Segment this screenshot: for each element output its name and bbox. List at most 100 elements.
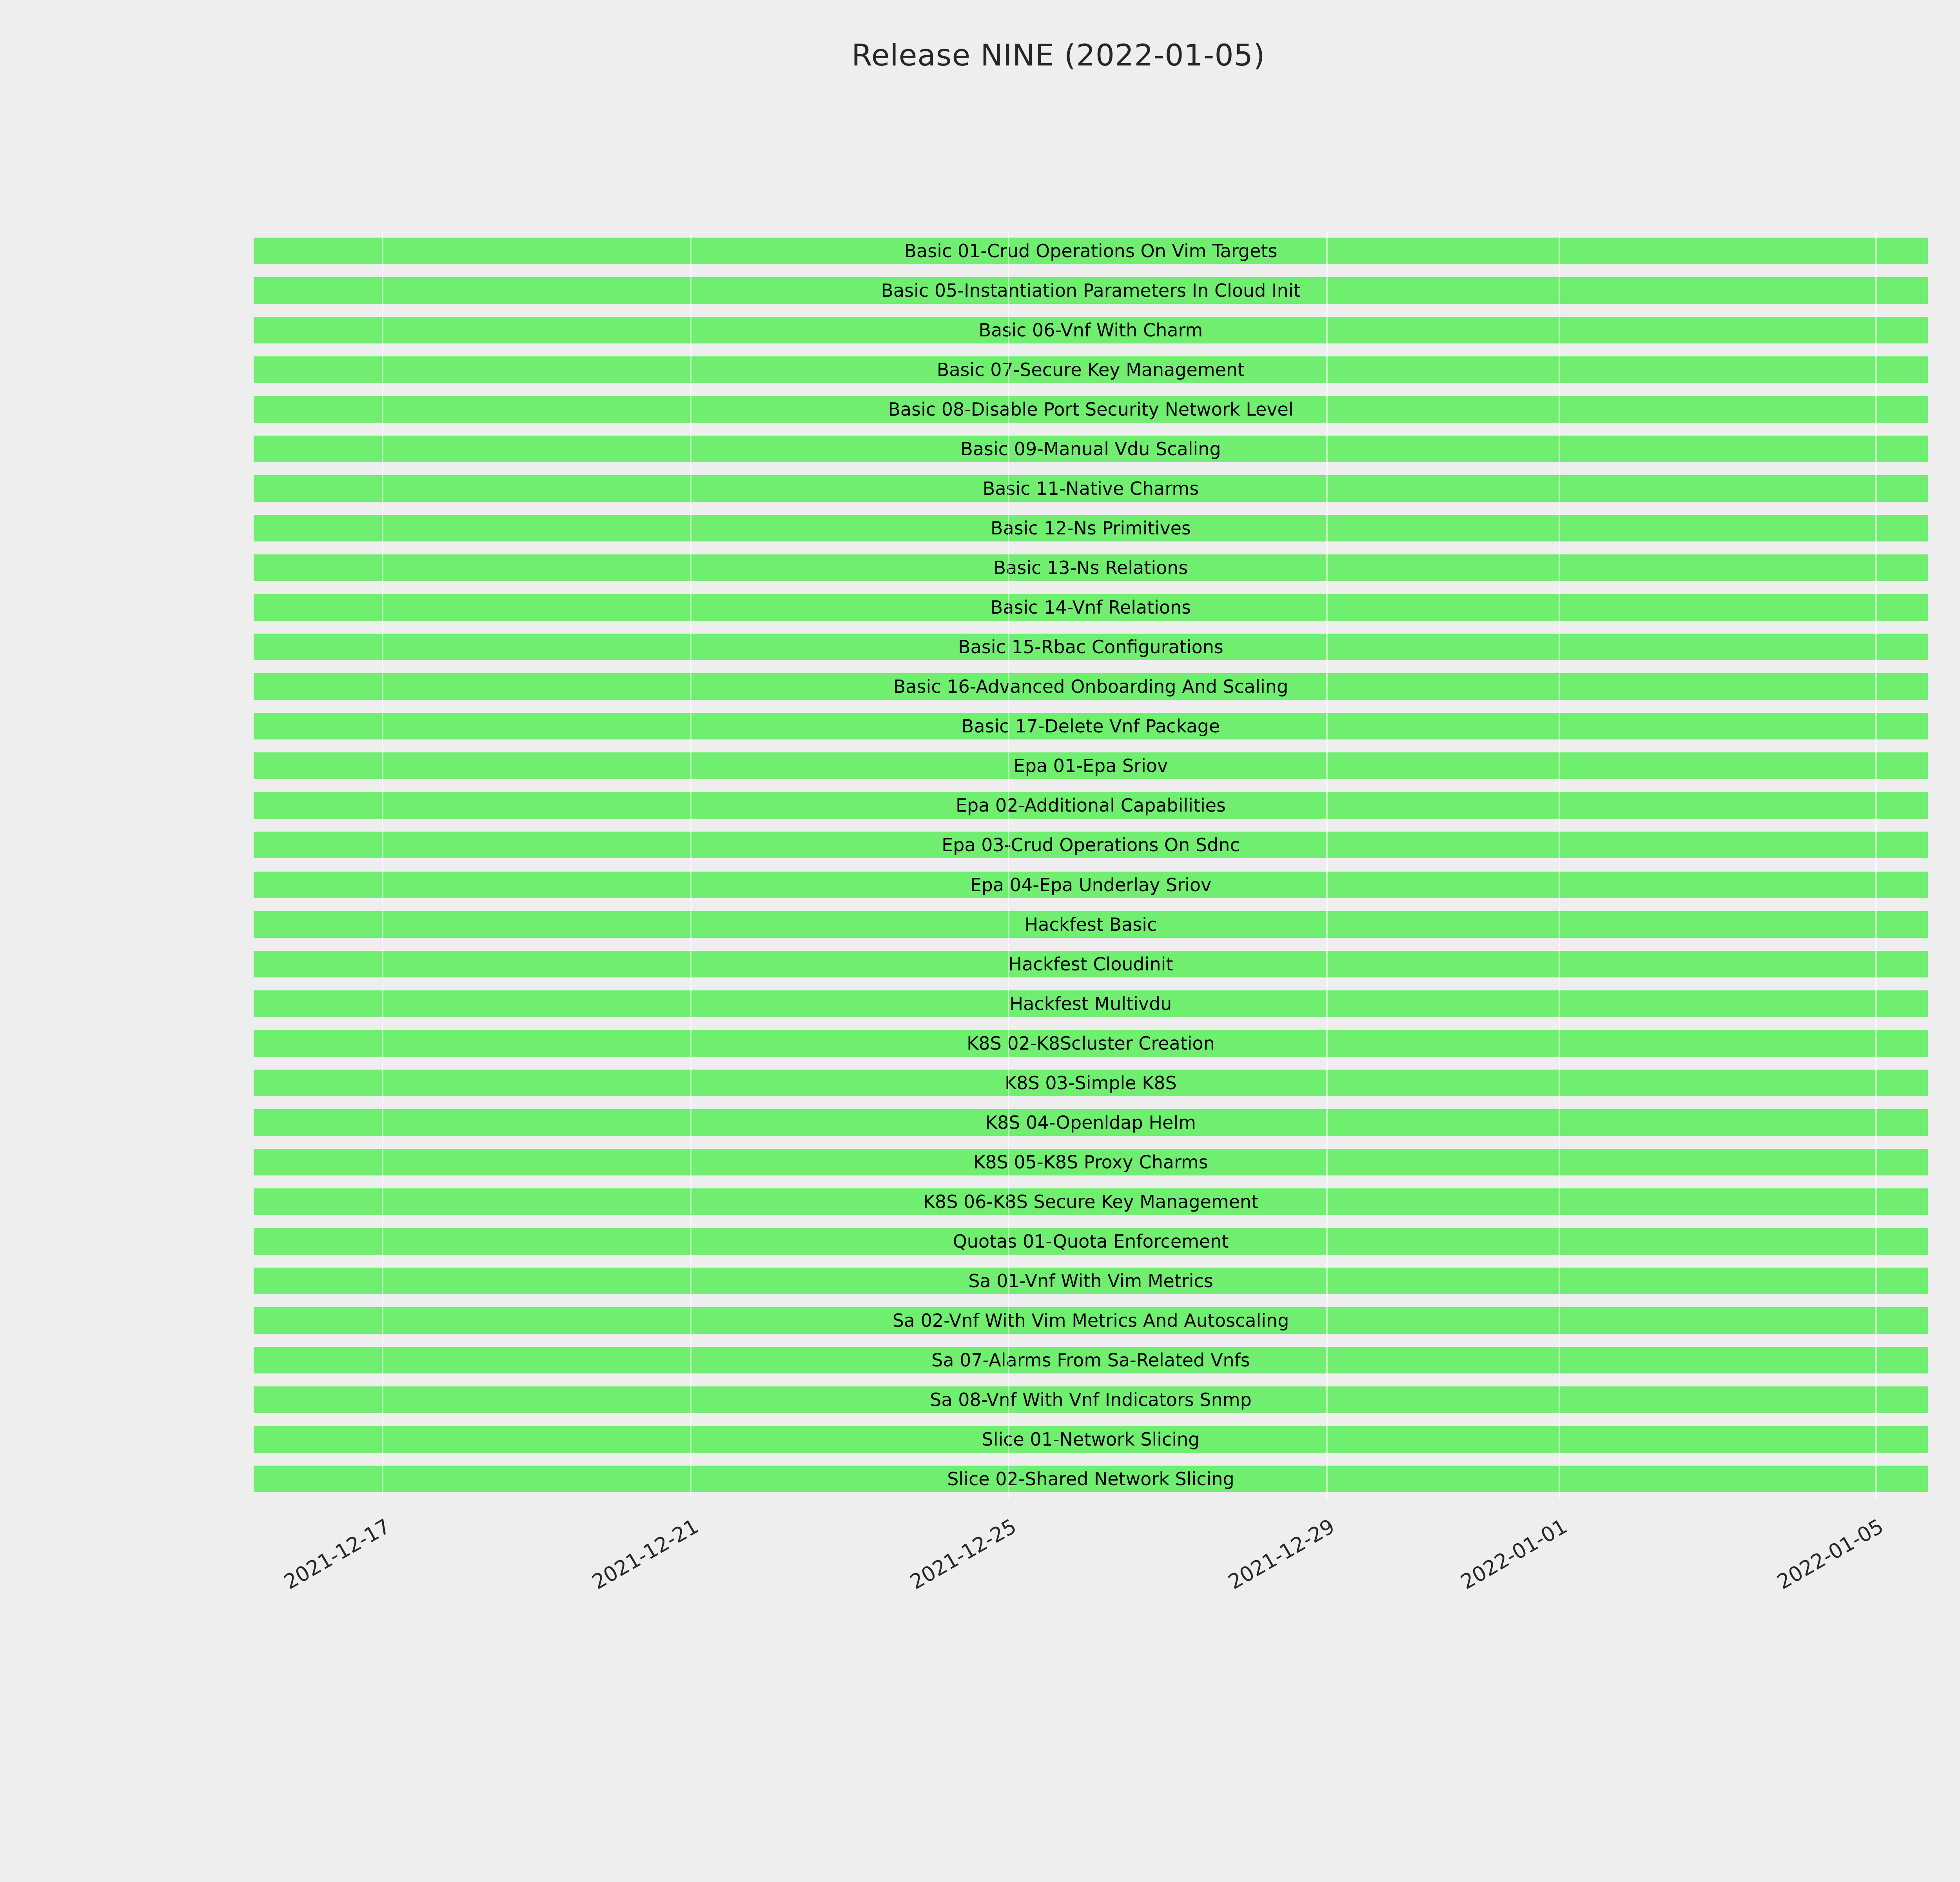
task-row: Basic 12-Ns Primitives (254, 508, 1928, 548)
task-bar: Slice 01-Network Slicing (254, 1426, 1928, 1453)
task-bar: K8S 06-K8S Secure Key Management (254, 1188, 1928, 1215)
task-bar: Hackfest Cloudinit (254, 950, 1928, 977)
task-bar-label: Basic 14-Vnf Relations (990, 597, 1191, 618)
task-bar: Basic 13-Ns Relations (254, 554, 1928, 581)
task-row: Basic 07-Secure Key Management (254, 350, 1928, 389)
task-row: K8S 03-Simple K8S (254, 1063, 1928, 1103)
task-row: Basic 17-Delete Vnf Package (254, 707, 1928, 746)
task-row: Basic 06-Vnf With Charm (254, 310, 1928, 350)
task-bar-label: Hackfest Basic (1024, 914, 1157, 935)
task-bar-label: K8S 05-K8S Proxy Charms (973, 1151, 1208, 1173)
task-bar-label: Sa 07-Alarms From Sa-Related Vnfs (931, 1350, 1250, 1371)
task-row: Hackfest Basic (254, 905, 1928, 944)
task-bar-label: Quotas 01-Quota Enforcement (953, 1231, 1229, 1252)
task-bar-label: K8S 06-K8S Secure Key Management (923, 1191, 1259, 1213)
task-row: Sa 02-Vnf With Vim Metrics And Autoscali… (254, 1301, 1928, 1341)
task-bar-label: Sa 08-Vnf With Vnf Indicators Snmp (930, 1389, 1252, 1411)
task-row: Sa 08-Vnf With Vnf Indicators Snmp (254, 1380, 1928, 1420)
task-row: Basic 05-Instantiation Parameters In Clo… (254, 271, 1928, 310)
task-bar: Quotas 01-Quota Enforcement (254, 1228, 1928, 1255)
task-bar: Basic 14-Vnf Relations (254, 594, 1928, 621)
task-bar-label: Basic 13-Ns Relations (993, 557, 1188, 579)
task-bar-label: K8S 03-Simple K8S (1005, 1072, 1177, 1094)
task-row: Epa 04-Epa Underlay Sriov (254, 865, 1928, 905)
task-row: Basic 15-Rbac Configurations (254, 627, 1928, 667)
task-bar: Sa 01-Vnf With Vim Metrics (254, 1268, 1928, 1295)
task-row: Basic 01-Crud Operations On Vim Targets (254, 231, 1928, 271)
task-bar: Sa 02-Vnf With Vim Metrics And Autoscali… (254, 1307, 1928, 1334)
chart-title: Release NINE (2022-01-05) (851, 38, 1265, 73)
task-bar-label: Epa 02-Additional Capabilities (955, 795, 1226, 816)
task-bar: Epa 01-Epa Sriov (254, 752, 1928, 779)
x-tick-label: 2021-12-21 (588, 1515, 702, 1595)
task-bar: Epa 04-Epa Underlay Sriov (254, 871, 1928, 898)
task-bar: Basic 01-Crud Operations On Vim Targets (254, 237, 1928, 264)
task-bar: Basic 07-Secure Key Management (254, 356, 1928, 383)
task-bar: K8S 03-Simple K8S (254, 1069, 1928, 1096)
task-bar-label: Basic 06-Vnf With Charm (978, 319, 1203, 341)
x-axis: 2021-12-17 2021-12-21 2021-12-25 2021-12-29… (254, 1515, 1928, 1671)
task-bar-label: Epa 03-Crud Operations On Sdnc (942, 834, 1240, 856)
task-row: Slice 01-Network Slicing (254, 1420, 1928, 1459)
task-bar: Basic 12-Ns Primitives (254, 514, 1928, 541)
task-bar: Basic 15-Rbac Configurations (254, 634, 1928, 661)
task-row: Sa 07-Alarms From Sa-Related Vnfs (254, 1341, 1928, 1380)
task-bar: Slice 02-Shared Network Slicing (254, 1466, 1928, 1493)
task-row: K8S 04-Openldap Helm (254, 1103, 1928, 1142)
task-row: Quotas 01-Quota Enforcement (254, 1222, 1928, 1261)
task-row: Basic 08-Disable Port Security Network L… (254, 389, 1928, 429)
task-bar-label: Basic 17-Delete Vnf Package (961, 716, 1220, 737)
task-bar: Sa 07-Alarms From Sa-Related Vnfs (254, 1347, 1928, 1374)
task-bar: Basic 17-Delete Vnf Package (254, 713, 1928, 740)
task-row: Slice 02-Shared Network Slicing (254, 1459, 1928, 1499)
task-row: K8S 05-K8S Proxy Charms (254, 1142, 1928, 1182)
task-bar-label: Hackfest Cloudinit (1008, 953, 1173, 975)
task-row: Hackfest Multivdu (254, 984, 1928, 1023)
task-bar-label: K8S 04-Openldap Helm (985, 1112, 1196, 1133)
task-row: Epa 02-Additional Capabilities (254, 786, 1928, 825)
task-bar: Basic 16-Advanced Onboarding And Scaling (254, 673, 1928, 700)
task-bar-label: Hackfest Multivdu (1009, 993, 1172, 1014)
task-bar: K8S 02-K8Scluster Creation (254, 1030, 1928, 1057)
task-bar-label: Basic 11-Native Charms (982, 478, 1199, 499)
task-row: Basic 16-Advanced Onboarding And Scaling (254, 667, 1928, 707)
task-bar: Basic 11-Native Charms (254, 475, 1928, 502)
task-bar-label: Slice 02-Shared Network Slicing (947, 1468, 1234, 1490)
task-bar: Sa 08-Vnf With Vnf Indicators Snmp (254, 1386, 1928, 1413)
task-row: Hackfest Cloudinit (254, 944, 1928, 984)
task-bar: Basic 08-Disable Port Security Network L… (254, 396, 1928, 423)
task-bar: K8S 05-K8S Proxy Charms (254, 1148, 1928, 1175)
x-tick-label: 2022-01-01 (1457, 1515, 1572, 1595)
task-bar: Basic 09-Manual Vdu Scaling (254, 435, 1928, 462)
task-row: Basic 14-Vnf Relations (254, 588, 1928, 627)
task-bar-label: K8S 02-K8Scluster Creation (967, 1032, 1215, 1054)
task-bar-label: Sa 02-Vnf With Vim Metrics And Autoscali… (892, 1310, 1289, 1332)
x-tick-label: 2021-12-29 (1224, 1515, 1339, 1595)
task-row: Sa 01-Vnf With Vim Metrics (254, 1261, 1928, 1301)
task-bar-label: Basic 01-Crud Operations On Vim Targets (904, 240, 1278, 262)
task-bar-label: Epa 01-Epa Sriov (1013, 755, 1168, 777)
task-bar-label: Basic 15-Rbac Configurations (958, 636, 1223, 658)
task-bar-label: Sa 01-Vnf With Vim Metrics (968, 1270, 1213, 1292)
task-row: Epa 03-Crud Operations On Sdnc (254, 825, 1928, 865)
task-row: Basic 09-Manual Vdu Scaling (254, 429, 1928, 469)
task-bar-label: Basic 05-Instantiation Parameters In Clo… (881, 280, 1301, 301)
task-bar-label: Epa 04-Epa Underlay Sriov (970, 874, 1212, 896)
task-bar: Hackfest Multivdu (254, 990, 1928, 1017)
task-bar-label: Basic 09-Manual Vdu Scaling (960, 438, 1221, 460)
task-row: K8S 02-K8Scluster Creation (254, 1023, 1928, 1063)
task-bar-label: Basic 08-Disable Port Security Network L… (888, 398, 1294, 420)
plot-area: Basic 01-Crud Operations On Vim Targets B… (254, 231, 1928, 1499)
task-row: Epa 01-Epa Sriov (254, 746, 1928, 786)
task-bar-label: Basic 07-Secure Key Management (936, 359, 1245, 380)
x-tick-label: 2021-12-25 (906, 1515, 1021, 1595)
task-bar: K8S 04-Openldap Helm (254, 1109, 1928, 1136)
task-row: Basic 11-Native Charms (254, 469, 1928, 508)
x-tick-label: 2022-01-05 (1773, 1515, 1888, 1595)
task-bar: Basic 06-Vnf With Charm (254, 316, 1928, 343)
task-row: Basic 13-Ns Relations (254, 548, 1928, 588)
task-bar: Epa 03-Crud Operations On Sdnc (254, 832, 1928, 859)
bars-container: Basic 01-Crud Operations On Vim Targets B… (254, 231, 1928, 1499)
task-bar-label: Basic 16-Advanced Onboarding And Scaling (893, 676, 1289, 698)
